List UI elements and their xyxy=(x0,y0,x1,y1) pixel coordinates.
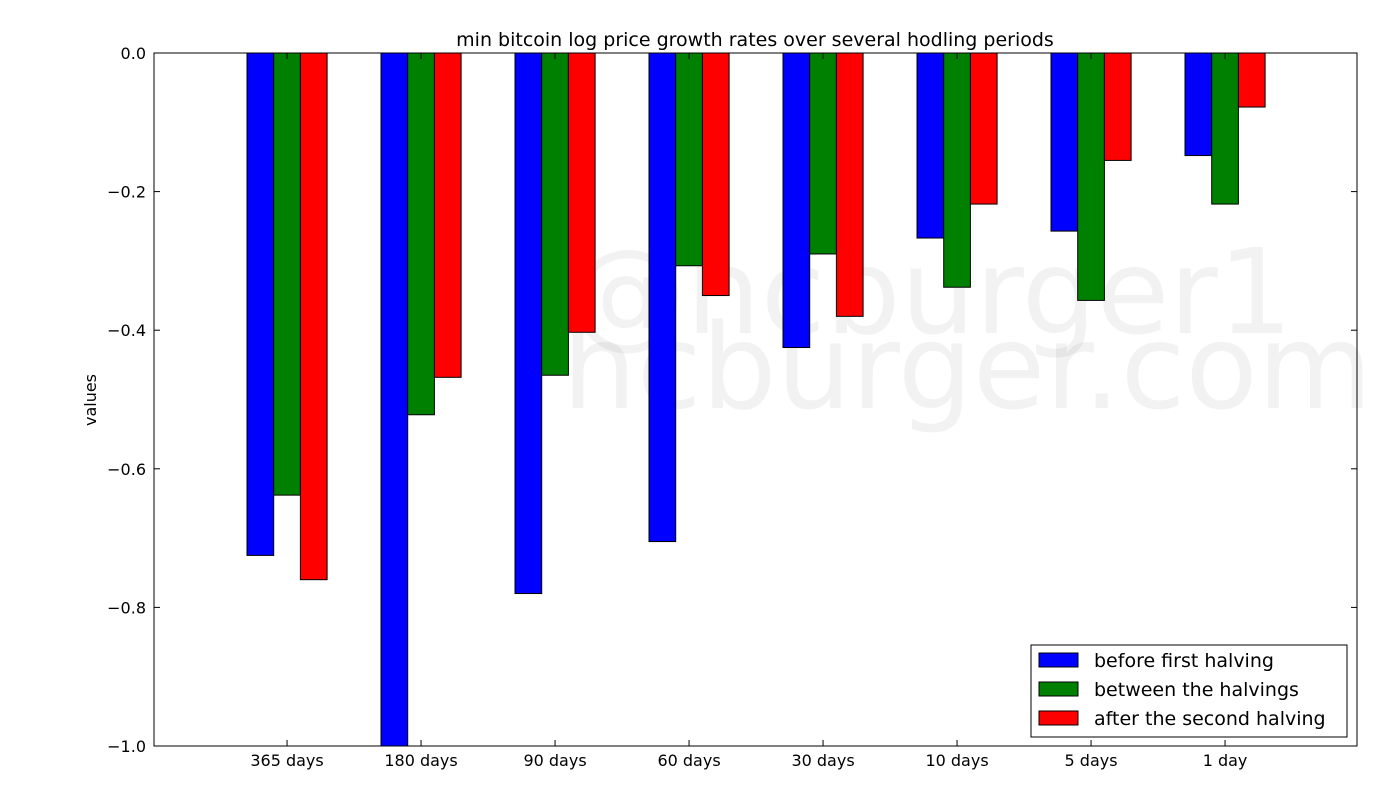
bar-2-3 xyxy=(701,52,730,297)
legend-label-1: between the halvings xyxy=(1094,679,1299,701)
bar-2-7 xyxy=(1237,52,1266,108)
legend-label-2: after the second halving xyxy=(1094,708,1326,730)
bar-1-0 xyxy=(273,52,301,496)
bar-0-0 xyxy=(246,52,275,556)
bar-0-2 xyxy=(514,52,543,595)
bar-1-3 xyxy=(675,52,703,267)
bar-0-6 xyxy=(1050,52,1079,232)
bar-2-4 xyxy=(835,52,864,317)
bar-2-5 xyxy=(969,52,998,205)
bar-0-5 xyxy=(916,52,945,239)
legend-swatch-1 xyxy=(1038,681,1079,697)
y-tick-label-3: −0.6 xyxy=(107,460,146,479)
watermark-line-2: hcburger.com xyxy=(562,298,1373,436)
bar-2-0 xyxy=(299,52,328,581)
bar-1-7 xyxy=(1211,52,1239,205)
bar-0-3 xyxy=(648,52,677,543)
legend-box xyxy=(1030,644,1348,738)
x-tick-label-6: 5 days xyxy=(1065,751,1118,770)
y-axis-label: values xyxy=(81,374,100,426)
bar-1-2 xyxy=(541,52,569,376)
bars-group xyxy=(246,52,1266,747)
x-tick-label-1: 180 days xyxy=(384,751,457,770)
chart-title: min bitcoin log price growth rates over … xyxy=(456,29,1054,51)
x-tick-label-3: 60 days xyxy=(657,751,720,770)
legend-label-0: before first halving xyxy=(1094,650,1274,672)
bar-0-4 xyxy=(782,52,811,349)
x-tick-label-2: 90 days xyxy=(523,751,586,770)
bar-1-5 xyxy=(943,52,971,288)
bar-2-1 xyxy=(433,52,462,378)
x-tick-label-4: 30 days xyxy=(791,751,854,770)
legend-swatch-2 xyxy=(1038,710,1079,726)
y-tick-label-0: 0.0 xyxy=(121,44,146,63)
x-tick-label-0: 365 days xyxy=(250,751,323,770)
bar-0-7 xyxy=(1184,52,1213,157)
bar-1-6 xyxy=(1077,52,1105,301)
y-tick-label-2: −0.4 xyxy=(107,321,146,340)
y-tick-label-5: −1.0 xyxy=(107,737,146,756)
x-tick-label-7: 1 day xyxy=(1203,751,1248,770)
ticks-group: 365 days 180 days 90 days 60 days 30 days 10 … xyxy=(107,44,1357,770)
legend: before first halving between the halving… xyxy=(1030,644,1348,738)
plot-area-frame xyxy=(153,52,1358,747)
bar-0-1 xyxy=(380,52,409,747)
bar-2-2 xyxy=(567,52,596,333)
x-tick-label-5: 10 days xyxy=(925,751,988,770)
y-tick-label-1: −0.2 xyxy=(107,183,146,202)
legend-swatch-0 xyxy=(1038,652,1079,668)
y-tick-label-4: −0.8 xyxy=(107,598,146,617)
bar-2-6 xyxy=(1103,52,1132,161)
bar-1-4 xyxy=(809,52,837,255)
bar-1-1 xyxy=(407,52,435,416)
